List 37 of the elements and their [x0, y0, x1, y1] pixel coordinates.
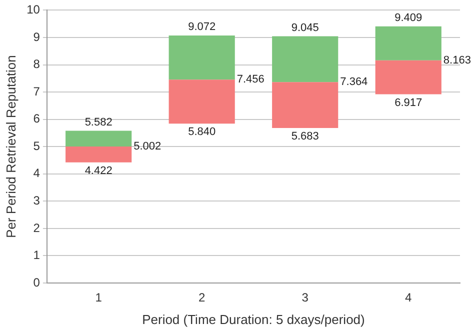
data-label: 9.045	[291, 22, 319, 34]
bar	[168, 80, 235, 124]
annotation: 7.456	[236, 74, 264, 86]
y-tick-label: 8	[33, 57, 40, 72]
annotation: 5.840	[188, 126, 216, 138]
bar	[66, 130, 132, 147]
bar	[272, 82, 338, 128]
data-label: 9.409	[394, 12, 422, 24]
x-tick-label: 4	[405, 290, 412, 305]
bar	[66, 146, 132, 162]
data-label: 5.582	[84, 116, 112, 128]
y-tick-label: 3	[33, 193, 40, 208]
y-tick-label: 0	[33, 275, 40, 290]
bar	[375, 26, 442, 60]
y-tick-label: 10	[26, 2, 40, 17]
y-tick-label: 2	[33, 220, 40, 235]
y-tick-label: 1	[33, 248, 40, 262]
y-axis-title: Per Period Retrieval Reputation	[3, 55, 18, 238]
bar	[272, 36, 338, 82]
bar	[168, 36, 235, 80]
annotation: 5.683	[291, 130, 319, 142]
annotation: 8.163	[443, 54, 471, 66]
x-tick-label: 2	[198, 290, 206, 305]
annotation: 4.422	[84, 164, 112, 177]
annotation: 7.364	[340, 76, 368, 88]
y-tick-label: 9	[33, 30, 40, 44]
data-label: 9.072	[188, 21, 216, 34]
x-axis-title: Period (Time Duration: 5 dxays/period)	[142, 312, 365, 327]
x-tick-label: 1	[95, 290, 102, 305]
y-tick-label: 7	[33, 84, 40, 98]
annotation: 6.917	[394, 96, 422, 109]
y-tick-label: 6	[33, 112, 40, 126]
y-tick-label: 5	[33, 138, 40, 153]
bar	[375, 60, 442, 94]
annotation: 5.002	[134, 140, 162, 153]
y-tick-label: 4	[33, 166, 40, 180]
x-tick-label: 3	[302, 290, 309, 305]
